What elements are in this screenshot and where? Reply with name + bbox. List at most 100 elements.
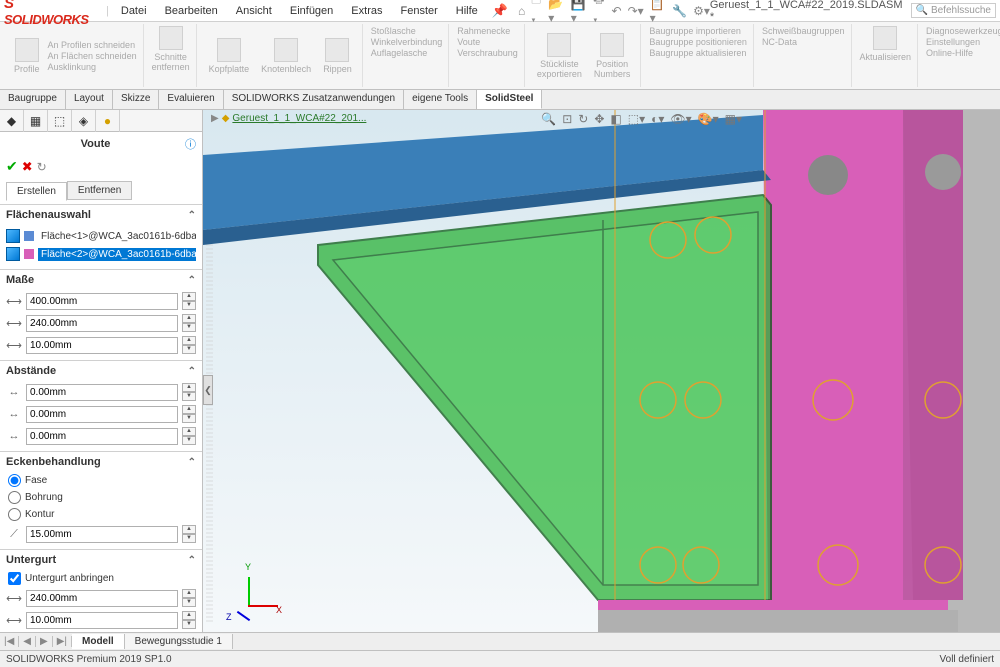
- command-search[interactable]: 🔍 Befehlssuche: [911, 3, 997, 18]
- tab-scroll-prev[interactable]: ◀: [19, 636, 36, 647]
- spinner[interactable]: ▲▼: [182, 525, 196, 543]
- bearing-plate[interactable]: Auflagelasche: [371, 48, 443, 58]
- menu-view[interactable]: Ansicht: [228, 3, 280, 19]
- subtab-remove[interactable]: Entfernen: [67, 181, 132, 200]
- menu-file[interactable]: Datei: [113, 3, 155, 19]
- tab-scroll-last[interactable]: ▶|: [53, 636, 72, 647]
- menu-edit[interactable]: Bearbeiten: [157, 3, 226, 19]
- spinner[interactable]: ▲▼: [182, 314, 196, 332]
- redo-icon[interactable]: ↷▾: [628, 4, 644, 18]
- nc-data[interactable]: NC-Data: [762, 37, 845, 47]
- angle-connection[interactable]: Winkelverbindung: [371, 37, 443, 47]
- radio-chamfer[interactable]: Fase: [0, 472, 202, 489]
- view-triad[interactable]: YXZ: [228, 567, 278, 617]
- panel-tab-color[interactable]: ●: [96, 110, 120, 132]
- view-orient-icon[interactable]: ⬚▾: [628, 112, 645, 126]
- ok-button[interactable]: ✔: [6, 158, 18, 175]
- tab-addins[interactable]: SOLIDWORKS Zusatzanwendungen: [224, 90, 404, 109]
- pan-icon[interactable]: ✥: [594, 112, 604, 126]
- spinner[interactable]: ▲▼: [182, 427, 196, 445]
- menu-window[interactable]: Fenster: [392, 3, 445, 19]
- menu-insert[interactable]: Einfügen: [282, 3, 341, 19]
- zoom-fit-icon[interactable]: 🔍: [541, 112, 556, 126]
- profile-icon[interactable]: [15, 38, 39, 62]
- zoom-area-icon[interactable]: ⊡: [562, 112, 572, 126]
- dist2-input[interactable]: [26, 406, 178, 423]
- rotate-icon[interactable]: ↻: [578, 112, 588, 126]
- tab-custom[interactable]: eigene Tools: [404, 90, 477, 109]
- cancel-button[interactable]: ✖: [22, 159, 33, 175]
- section-icon[interactable]: ◧: [610, 112, 621, 126]
- face-selection-1[interactable]: Fläche<1>@WCA_3ac0161b-6dba: [4, 227, 198, 245]
- save-icon[interactable]: 💾▾: [571, 0, 587, 25]
- panel-tab-config[interactable]: ▦: [24, 110, 48, 132]
- face-selection-2[interactable]: Fläche<2>@WCA_3ac0161b-6dba: [4, 245, 198, 263]
- splice-plate[interactable]: Stoßlasche: [371, 26, 443, 36]
- radio-contour[interactable]: Kontur: [0, 506, 202, 523]
- spinner[interactable]: ▲▼: [182, 292, 196, 310]
- subtab-create[interactable]: Erstellen: [6, 182, 67, 201]
- update-assembly[interactable]: Baugruppe aktualisieren: [649, 48, 747, 58]
- dim-thickness-input[interactable]: [26, 337, 178, 354]
- tab-solidsteel[interactable]: SolidSteel: [477, 90, 542, 109]
- import-assembly[interactable]: Baugruppe importieren: [649, 26, 747, 36]
- home-icon[interactable]: ⌂: [518, 4, 525, 18]
- options-icon[interactable]: ⚙▾: [693, 4, 710, 18]
- dim-height-input[interactable]: [26, 315, 178, 332]
- 3d-viewport[interactable]: ▶ ◆ Geruest_1_1_WCA#22_201... 🔍 ⊡ ↻ ✥ ◧ …: [203, 110, 1000, 632]
- spinner[interactable]: ▲▼: [182, 336, 196, 354]
- undo-icon[interactable]: ↶: [612, 4, 622, 18]
- hide-show-icon[interactable]: 👁▾: [670, 112, 691, 126]
- scene-icon[interactable]: ▦▾: [725, 112, 742, 126]
- breadcrumb-node[interactable]: Geruest_1_1_WCA#22_201...: [232, 113, 366, 124]
- breadcrumb-arrow-icon[interactable]: ▶: [211, 113, 219, 124]
- redo-button[interactable]: ↻: [37, 160, 47, 174]
- position-assembly[interactable]: Baugruppe positionieren: [649, 37, 747, 47]
- panel-tab-display[interactable]: ⬚: [48, 110, 72, 132]
- under1-input[interactable]: [26, 590, 178, 607]
- dist1-input[interactable]: [26, 384, 178, 401]
- panel-tab-appearance[interactable]: ◈: [72, 110, 96, 132]
- undergurt-check[interactable]: Untergurt anbringen: [0, 570, 202, 587]
- tab-scroll-first[interactable]: |◀: [0, 636, 19, 647]
- export-bom[interactable]: Stückliste exportieren: [533, 31, 586, 81]
- cut-at-profiles[interactable]: An Profilen schneiden: [48, 40, 137, 50]
- spinner[interactable]: ▲▼: [182, 589, 196, 607]
- dist3-input[interactable]: [26, 428, 178, 445]
- tab-layout[interactable]: Layout: [66, 90, 113, 109]
- bolting[interactable]: Verschraubung: [457, 48, 518, 58]
- display-style-icon[interactable]: ◐▾: [651, 112, 664, 126]
- chevron-up-icon[interactable]: ⌃: [188, 457, 196, 468]
- radio-hole[interactable]: Bohrung: [0, 489, 202, 506]
- spinner[interactable]: ▲▼: [182, 611, 196, 629]
- pin-icon[interactable]: 📌: [492, 3, 508, 19]
- settings[interactable]: Einstellungen: [926, 37, 1000, 47]
- chevron-up-icon[interactable]: ⌃: [188, 555, 196, 566]
- tab-assembly[interactable]: Baugruppe: [0, 90, 66, 109]
- select-icon[interactable]: 📋▾: [650, 0, 666, 25]
- corner-dim-input[interactable]: [26, 526, 178, 543]
- tab-evaluate[interactable]: Evaluieren: [159, 90, 223, 109]
- tab-model[interactable]: Modell: [72, 634, 125, 649]
- open-icon[interactable]: 📂▾: [548, 0, 564, 25]
- tab-sketch[interactable]: Skizze: [113, 90, 159, 109]
- diagnostic-tool[interactable]: Diagnosewerkzeug: [926, 26, 1000, 36]
- spinner[interactable]: ▲▼: [182, 383, 196, 401]
- under2-input[interactable]: [26, 612, 178, 629]
- panel-tab-feature[interactable]: ◆: [0, 110, 24, 132]
- tab-scroll-next[interactable]: ▶: [36, 636, 53, 647]
- rebuild-icon[interactable]: 🔧: [672, 4, 687, 18]
- tab-motion-study[interactable]: Bewegungsstudie 1: [125, 634, 233, 649]
- ribs[interactable]: Rippen: [319, 36, 356, 76]
- position-numbers[interactable]: Position Numbers: [590, 31, 635, 81]
- ribbon-group-remove-cuts[interactable]: Schnitte entfernen: [146, 24, 197, 87]
- chevron-up-icon[interactable]: ⌃: [188, 275, 196, 286]
- frame-corner[interactable]: Rahmenecke: [457, 26, 518, 36]
- help-icon[interactable]: ⓘ: [185, 136, 196, 152]
- chevron-up-icon[interactable]: ⌃: [188, 210, 196, 221]
- cut-at-faces[interactable]: An Flächen schneiden: [48, 51, 137, 61]
- online-help[interactable]: Online-Hilfe: [926, 48, 1000, 58]
- menu-extras[interactable]: Extras: [343, 3, 390, 19]
- haunch[interactable]: Voute: [457, 37, 518, 47]
- notch[interactable]: Ausklinkung: [48, 62, 137, 72]
